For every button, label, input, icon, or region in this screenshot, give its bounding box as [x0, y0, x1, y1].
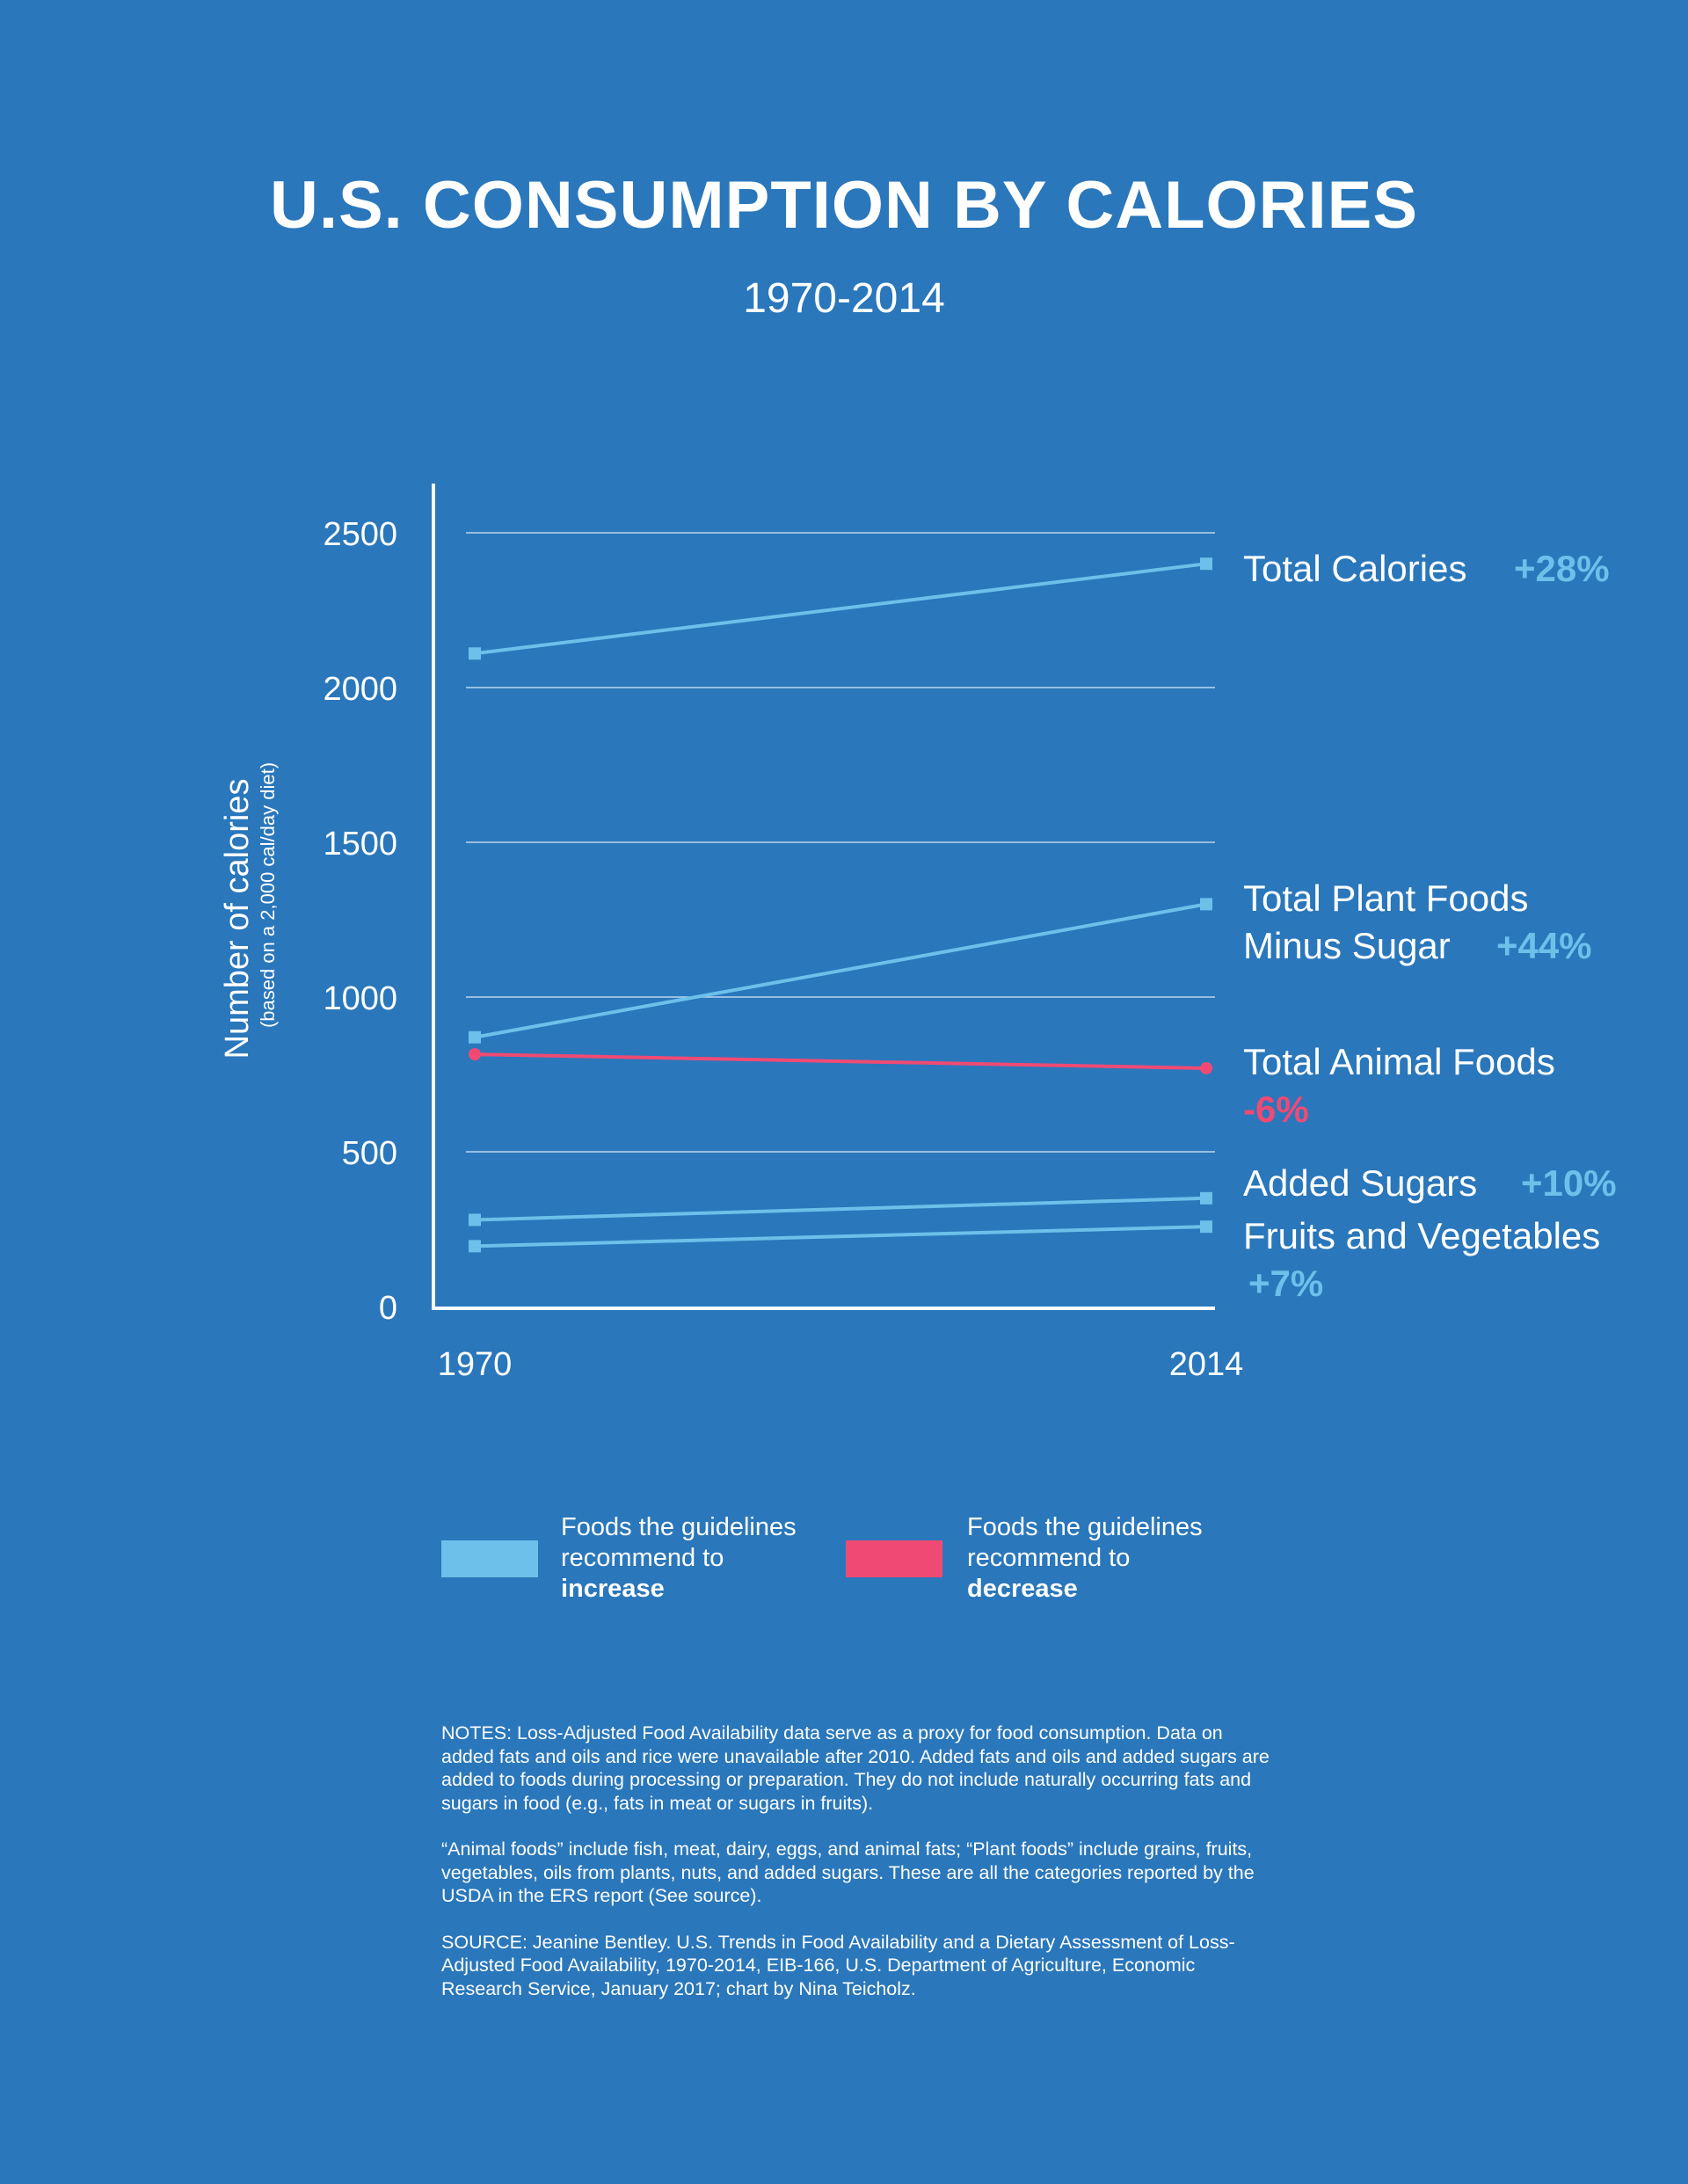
series-change-label: +44%	[1496, 925, 1592, 966]
data-point	[1200, 557, 1212, 571]
legend-swatch-increase	[441, 1540, 538, 1577]
notes-paragraph: NOTES: Loss-Adjusted Food Availability d…	[441, 1722, 1270, 1814]
legend-decrease-emph: decrease	[967, 1575, 1078, 1603]
chart-subtitle: 1970-2014	[743, 275, 945, 322]
line-chart: 0 500 1000 1500 2000 2500 1970 2014 Number of ca…	[219, 484, 1617, 1383]
notes-animal-plant-definition: “Animal foods” include fish, meat, dairy…	[441, 1838, 1255, 1906]
data-point	[469, 1030, 481, 1044]
series-label: Fruits and Vegetables	[1243, 1215, 1600, 1256]
series-label-line: Added Sugars	[1243, 1162, 1477, 1204]
y-tick-label: 500	[342, 1135, 397, 1172]
series-label-line: Minus Sugar	[1243, 925, 1451, 966]
data-point	[1200, 1061, 1212, 1074]
data-point	[1200, 1220, 1212, 1234]
y-tick-label: 0	[379, 1290, 397, 1327]
series-label-line: Total Plant Foods	[1243, 877, 1529, 919]
series-label-line: Fruits and Vegetables	[1243, 1215, 1600, 1256]
series-label-line: Total Calories	[1243, 548, 1466, 589]
y-tick-label: 1500	[323, 826, 397, 863]
series-line	[474, 1196, 1207, 1222]
legend-increase-line1: Foods the guidelines	[561, 1513, 797, 1541]
legend-swatch-decrease	[846, 1540, 942, 1577]
legend-increase-line2: recommend to	[561, 1544, 724, 1572]
notes: NOTES: Loss-Adjusted Food Availability d…	[441, 1722, 1277, 2023]
y-tick-label: 2500	[323, 516, 397, 553]
series-label: Total Animal Foods	[1243, 1041, 1555, 1082]
legend-decrease-line2: recommend to	[967, 1544, 1131, 1572]
data-point	[469, 1213, 481, 1227]
series-label: Total Plant Foods Minus Sugar	[1243, 877, 1529, 966]
series-line	[474, 1225, 1207, 1249]
legend-label-decrease: Foods the guidelines recommend to decrea…	[967, 1512, 1257, 1605]
y-tick-label: 2000	[323, 671, 397, 708]
series-change-label: +10%	[1521, 1162, 1617, 1204]
legend-increase-emph: increase	[561, 1575, 665, 1603]
data-point	[1200, 898, 1212, 911]
data-point	[469, 1048, 481, 1061]
y-axis-label: Number of calories	[219, 779, 256, 1059]
data-point	[1200, 1191, 1212, 1205]
series-label-line: Total Animal Foods	[1243, 1041, 1555, 1082]
series-change-label: +7%	[1248, 1263, 1323, 1304]
x-tick-label: 2014	[1169, 1346, 1244, 1383]
legend-decrease-line1: Foods the guidelines	[967, 1513, 1203, 1541]
notes-source: SOURCE: Jeanine Bentley. U.S. Trends in …	[441, 1931, 1235, 1999]
series-line	[474, 1052, 1207, 1070]
series-label: Total Calories	[1243, 548, 1466, 589]
series-line	[474, 902, 1207, 1039]
y-tick-label: 1000	[323, 980, 397, 1017]
series-change-label: -6%	[1243, 1088, 1309, 1130]
legend: Foods the guidelines recommend to increa…	[441, 1512, 1233, 1618]
y-axis-sublabel: (based on a 2,000 cal/day diet)	[257, 762, 279, 1028]
data-point	[469, 1240, 481, 1253]
legend-label-increase: Foods the guidelines recommend to increa…	[561, 1512, 851, 1605]
series-label: Added Sugars	[1243, 1162, 1477, 1204]
series-line	[474, 562, 1207, 656]
series-change-label: +28%	[1514, 548, 1610, 589]
chart-title: U.S. CONSUMPTION BY CALORIES	[269, 168, 1419, 243]
x-tick-label: 1970	[438, 1346, 513, 1383]
data-point	[469, 647, 481, 660]
